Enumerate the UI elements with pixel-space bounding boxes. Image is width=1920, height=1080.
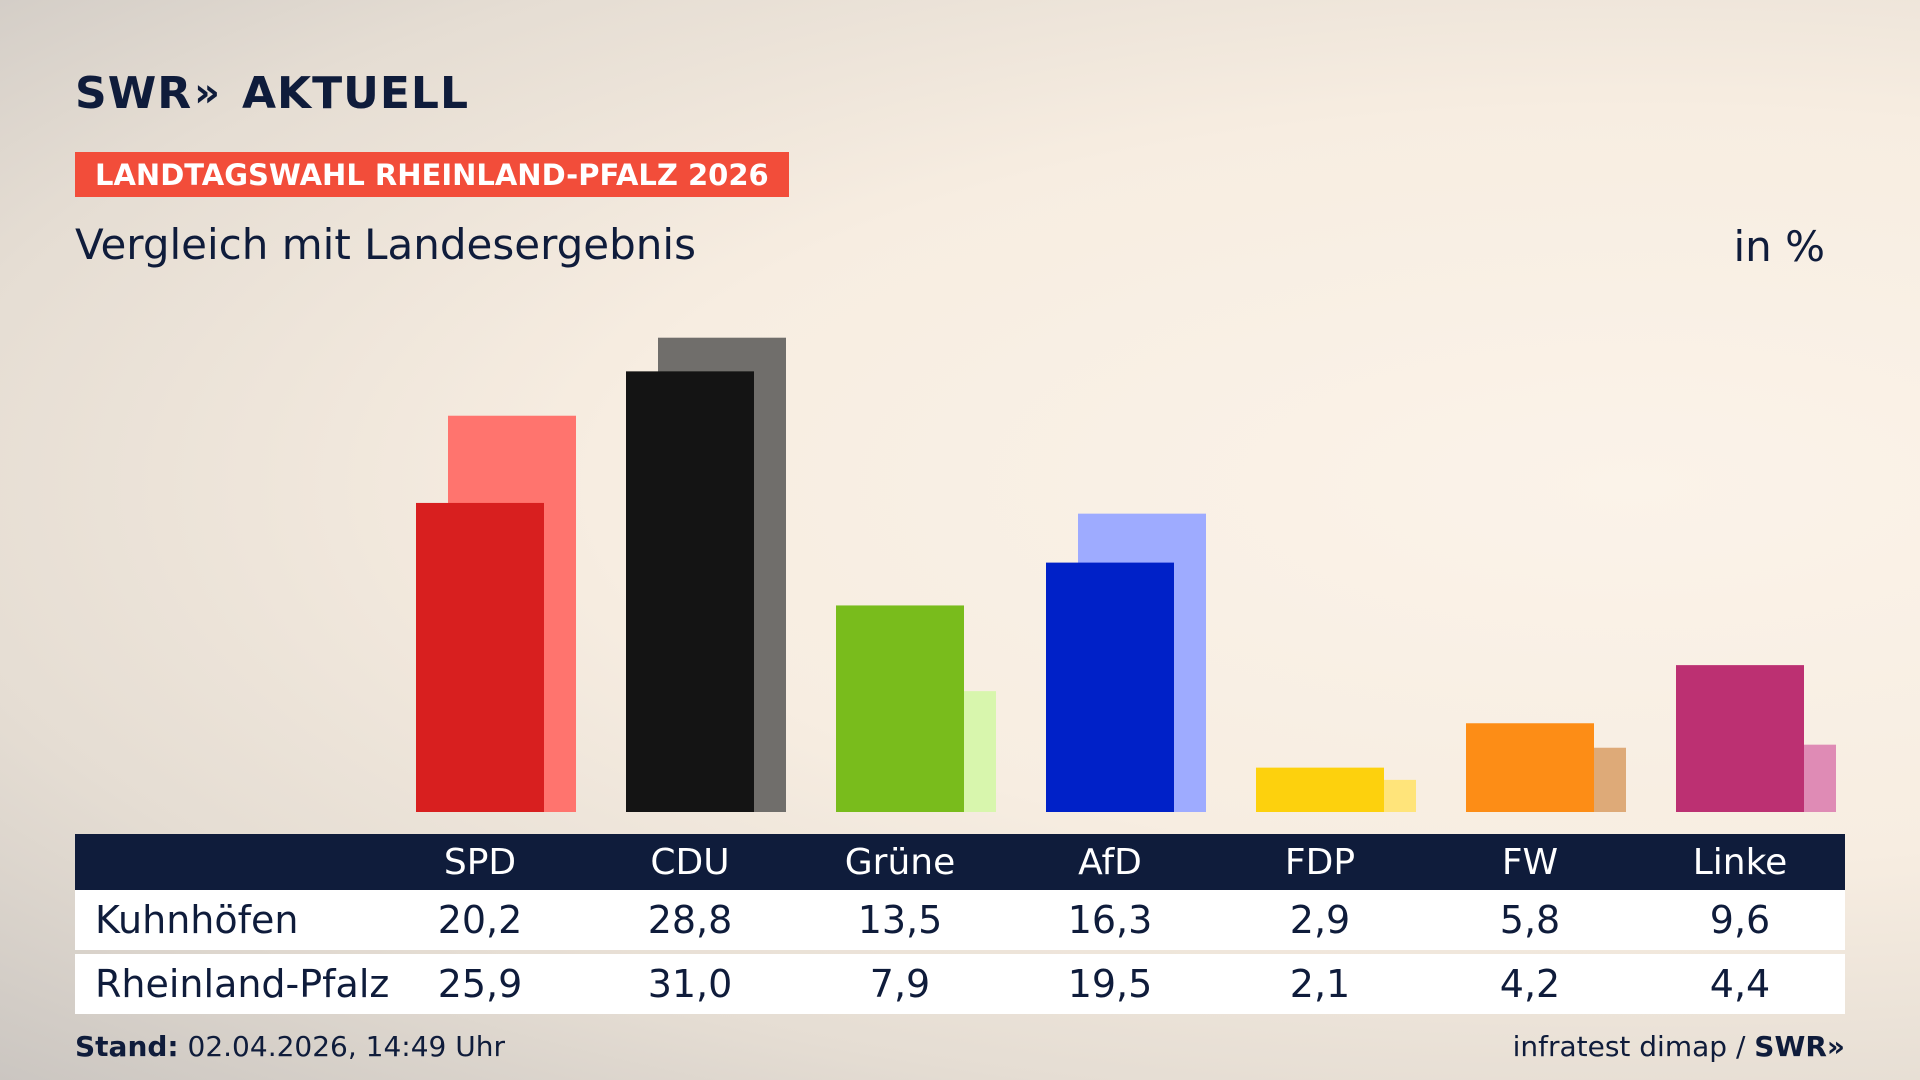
bar-local-fdp bbox=[1256, 767, 1384, 812]
table-header-row: SPD CDU Grüne AfD FDP FW Linke bbox=[75, 834, 1845, 890]
source-text: infratest dimap / bbox=[1512, 1030, 1746, 1063]
bar-local-gruene bbox=[836, 605, 964, 812]
value-rlp-fdp: 2,1 bbox=[1289, 962, 1351, 1006]
election-badge: LANDTAGSWAHL RHEINLAND-PFALZ 2026 bbox=[75, 152, 789, 197]
logo-arrows-icon: » bbox=[194, 70, 220, 116]
swr-aktuell-logo: SWR » AKTUELL bbox=[75, 66, 469, 120]
header-linke: Linke bbox=[1692, 841, 1788, 883]
swr-mini-logo: SWR» bbox=[1754, 1030, 1845, 1063]
logo-swr-text: SWR bbox=[75, 67, 193, 119]
bar-local-linke bbox=[1676, 665, 1804, 812]
results-table: SPD CDU Grüne AfD FDP FW Linke Kuhnhöfen 20,2 2… bbox=[75, 834, 1845, 1018]
header-fdp: FDP bbox=[1284, 841, 1356, 883]
header-cdu: CDU bbox=[650, 841, 730, 883]
bar-local-afd bbox=[1046, 562, 1174, 812]
table-row-rheinland-pfalz: Rheinland-Pfalz 25,9 31,0 7,9 19,5 2,1 4,2 4,4 bbox=[75, 954, 1845, 1014]
stand-label: Stand: bbox=[75, 1030, 179, 1063]
header-gruene: Grüne bbox=[844, 841, 956, 883]
stand-value: 02.04.2026, 14:49 Uhr bbox=[187, 1030, 505, 1063]
value-kuhnhoefen-fdp: 2,9 bbox=[1289, 898, 1351, 942]
bar-local-fw bbox=[1466, 723, 1594, 812]
header-fw: FW bbox=[1501, 841, 1559, 883]
value-kuhnhoefen-fw: 5,8 bbox=[1499, 898, 1561, 942]
value-kuhnhoefen-gruene: 13,5 bbox=[857, 898, 943, 942]
logo-aktuell-text: AKTUELL bbox=[241, 67, 469, 119]
header-spd: SPD bbox=[443, 841, 517, 883]
value-rlp-gruene: 7,9 bbox=[869, 962, 931, 1006]
header-afd: AfD bbox=[1078, 841, 1142, 883]
value-rlp-fw: 4,2 bbox=[1499, 962, 1561, 1006]
bar-local-spd bbox=[416, 502, 544, 812]
footer-source: infratest dimap / SWR» bbox=[1513, 1030, 1845, 1063]
value-rlp-cdu: 31,0 bbox=[647, 962, 733, 1006]
bar-local-cdu bbox=[626, 371, 754, 812]
value-rlp-spd: 25,9 bbox=[437, 962, 523, 1006]
bar-chart bbox=[416, 337, 1836, 812]
footer-stand: Stand: 02.04.2026, 14:49 Uhr bbox=[75, 1030, 505, 1063]
value-kuhnhoefen-afd: 16,3 bbox=[1067, 898, 1153, 942]
value-kuhnhoefen-linke: 9,6 bbox=[1709, 898, 1771, 942]
table-row-kuhnhoefen: Kuhnhöfen 20,2 28,8 13,5 16,3 2,9 5,8 9,6 bbox=[75, 890, 1845, 950]
value-rlp-linke: 4,4 bbox=[1709, 962, 1771, 1006]
unit-label: in % bbox=[1733, 222, 1825, 271]
chart-subtitle: Vergleich mit Landesergebnis bbox=[75, 220, 696, 269]
row-label-kuhnhoefen: Kuhnhöfen bbox=[95, 898, 299, 942]
row-label-rheinland-pfalz: Rheinland-Pfalz bbox=[95, 962, 390, 1006]
value-kuhnhoefen-cdu: 28,8 bbox=[647, 898, 733, 942]
value-kuhnhoefen-spd: 20,2 bbox=[437, 898, 523, 942]
value-rlp-afd: 19,5 bbox=[1067, 962, 1153, 1006]
